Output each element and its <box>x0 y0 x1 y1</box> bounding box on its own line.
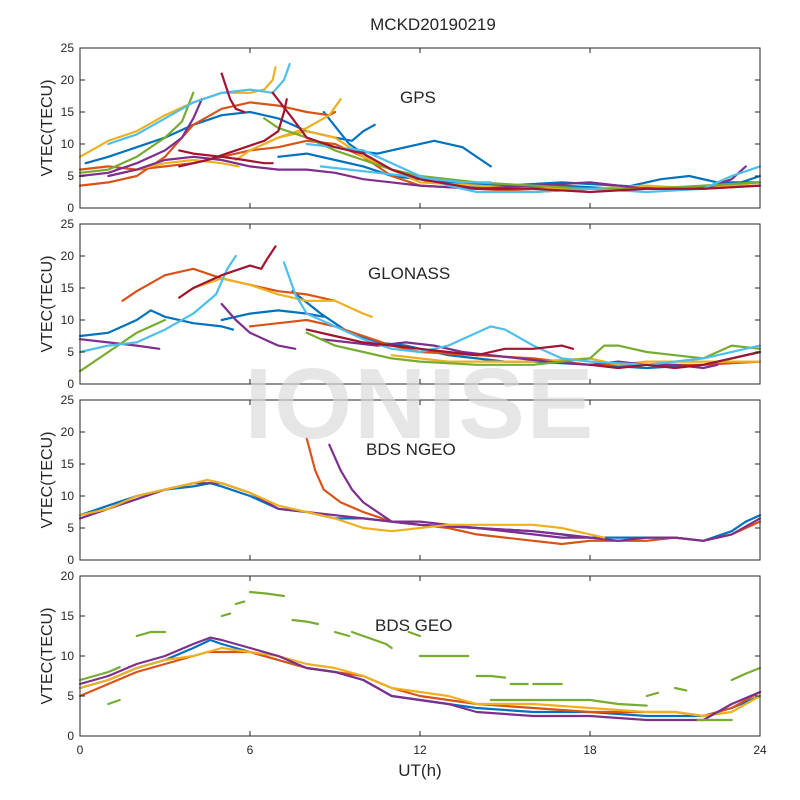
glonass-panel-label: GLONASS <box>368 264 450 283</box>
bds-geo-ylabel: VTEC(TECU) <box>39 608 56 705</box>
figure-title: MCKD20190219 <box>370 15 496 34</box>
bds-geo-panel-label: BDS GEO <box>375 616 452 635</box>
glonass-ticks: 0 5 10 15 20 25 <box>61 217 761 391</box>
gps-series-line-0 <box>84 110 376 165</box>
bds-geo-series-line-7 <box>220 612 232 618</box>
panel-glonass: 0 5 10 15 20 25 GLONASS VTEC(TECU) <box>39 217 762 391</box>
bds-ngeo-ytick-label: 5 <box>67 521 74 535</box>
bds-ngeo-ytick-label: 15 <box>61 457 75 471</box>
glonass-ytick-label: 15 <box>61 281 75 295</box>
glonass-ytick-label: 25 <box>61 217 75 231</box>
x-axis-label: UT(h) <box>398 761 441 780</box>
bds-ngeo-series-line-4 <box>78 478 606 539</box>
bds-geo-xtick-label: 24 <box>753 743 767 757</box>
bds-geo-series-line-15 <box>475 674 507 679</box>
bds-geo-ticks: 0 5 10 15 20 0 6 12 18 24 <box>61 569 767 757</box>
bds-geo-ytick-label: 10 <box>61 649 75 663</box>
gps-series-line-4 <box>78 101 337 187</box>
bds-geo-ytick-label: 0 <box>67 729 74 743</box>
gps-series-line-9 <box>263 98 342 146</box>
glonass-series-line-10 <box>78 318 167 373</box>
bds-geo-xtick-label: 0 <box>77 743 84 757</box>
glonass-series-line-13 <box>282 261 762 366</box>
bds-geo-series-line-11 <box>333 630 351 638</box>
gps-series-line-17 <box>178 98 288 168</box>
glonass-series-group <box>78 245 762 373</box>
bds-ngeo-ticks: 0 5 10 15 20 25 <box>61 393 761 567</box>
gps-series-line-20 <box>220 72 246 114</box>
bds-geo-series-line-8 <box>234 600 246 606</box>
gps-ytick-label: 0 <box>67 201 74 215</box>
bds-geo-series-line-18 <box>489 698 648 707</box>
glonass-series-line-15 <box>305 328 575 357</box>
glonass-ylabel: VTEC(TECU) <box>39 256 56 353</box>
gps-series-line-10 <box>78 98 203 178</box>
gps-series-line-19 <box>178 149 274 165</box>
bds-geo-series-line-6 <box>135 630 167 638</box>
bds-ngeo-ytick-label: 0 <box>67 553 74 567</box>
gps-ytick-label: 10 <box>61 137 75 151</box>
glonass-ytick-label: 20 <box>61 249 75 263</box>
gps-series-line-12 <box>78 91 195 174</box>
gps-ytick-label: 25 <box>61 41 75 55</box>
bds-ngeo-ytick-label: 10 <box>61 489 75 503</box>
panel-bds-geo: 0 5 10 15 20 0 6 12 18 24 BDS GEO VTEC(TECU) <box>39 569 767 757</box>
bds-geo-series-line-19 <box>645 691 660 698</box>
bds-geo-ytick-label: 5 <box>67 689 74 703</box>
bds-geo-series-line-13 <box>407 630 422 638</box>
gps-series-line-8 <box>135 158 240 171</box>
bds-geo-xtick-label: 6 <box>247 743 254 757</box>
glonass-series-line-5 <box>178 277 373 318</box>
gps-ytick-label: 15 <box>61 105 75 119</box>
glonass-ytick-label: 10 <box>61 313 75 327</box>
bds-geo-series-line-9 <box>248 590 286 598</box>
bds-geo-series-line-5 <box>107 698 121 706</box>
glonass-series-line-14 <box>178 245 277 299</box>
glonass-series-line-16 <box>588 350 762 370</box>
bds-geo-xtick-label: 12 <box>413 743 427 757</box>
gps-panel-label: GPS <box>400 88 436 107</box>
bds-ngeo-panel-label: BDS NGEO <box>366 440 456 459</box>
gps-ylabel: VTEC(TECU) <box>39 80 56 177</box>
bds-geo-series-line-10 <box>291 618 320 626</box>
bds-geo-series-line-20 <box>673 686 688 692</box>
bds-ngeo-ylabel: VTEC(TECU) <box>39 432 56 529</box>
gps-series-line-18 <box>271 91 762 194</box>
glonass-series-line-0 <box>78 309 235 338</box>
gps-series-group <box>78 62 762 194</box>
bds-ngeo-series-line-3 <box>328 443 592 539</box>
gps-ticks: 0 5 10 15 20 25 <box>61 41 761 215</box>
gps-series-line-14 <box>107 62 291 146</box>
bds-geo-xtick-label: 18 <box>583 743 597 757</box>
bds-ngeo-series-group <box>78 437 762 546</box>
bds-geo-ytick-label: 15 <box>61 609 75 623</box>
bds-ngeo-ytick-label: 20 <box>61 425 75 439</box>
bds-geo-series-line-3 <box>78 636 762 722</box>
glonass-series-line-1 <box>220 309 325 322</box>
bds-geo-series-line-22 <box>730 666 762 682</box>
glonass-series-line-11 <box>305 331 762 366</box>
gps-series-line-16 <box>319 165 492 184</box>
gps-ytick-label: 5 <box>67 169 74 183</box>
bds-geo-series-line-4 <box>78 666 121 682</box>
panel-bds-ngeo: 0 5 10 15 20 25 BDS NGEO VTEC(TECU) <box>39 393 762 567</box>
gps-ytick-label: 20 <box>61 73 75 87</box>
bds-geo-series-group <box>78 590 762 722</box>
bds-geo-series-line-2 <box>78 646 762 718</box>
glonass-ytick-label: 5 <box>67 345 74 359</box>
bds-ngeo-ytick-label: 25 <box>61 393 75 407</box>
panel-gps: 0 5 10 15 20 25 GPS VTEC(TECU) <box>39 41 762 215</box>
gps-series-line-1 <box>350 139 492 168</box>
bds-geo-ytick-label: 20 <box>61 569 75 583</box>
watermark: IONISE <box>245 348 596 460</box>
glonass-series-line-8 <box>220 302 297 350</box>
bds-geo-series-line-12 <box>350 630 393 650</box>
glonass-ytick-label: 0 <box>67 377 74 391</box>
